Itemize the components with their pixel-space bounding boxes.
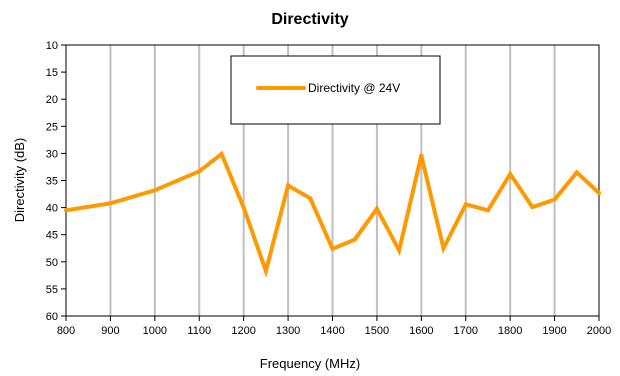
- y-tick-label-35: 35: [46, 176, 58, 188]
- data-point-1950: [574, 170, 579, 175]
- data-point-1900: [552, 197, 557, 202]
- data-point-1500: [374, 206, 379, 211]
- legend-label: Directivity @ 24V: [308, 81, 400, 95]
- x-tick-label-1600: 1600: [409, 325, 433, 337]
- y-tick-label-10: 10: [46, 40, 58, 52]
- data-point-1000: [152, 188, 157, 193]
- x-tick-label-2000: 2000: [587, 325, 611, 337]
- x-tick-label-900: 900: [101, 325, 119, 337]
- axis-ticks: 800 900 1000 1100 1200 1300 1400 1500 1600 1700 18…: [46, 40, 611, 337]
- y-tick-label-40: 40: [46, 203, 58, 215]
- y-tick-label-60: 60: [46, 311, 58, 323]
- data-point-1650: [441, 246, 446, 251]
- data-point-1850: [530, 205, 535, 210]
- data-point-1400: [330, 246, 335, 251]
- data-point-1350: [308, 196, 313, 201]
- x-tick-label-1000: 1000: [143, 325, 167, 337]
- data-point-1750: [485, 208, 490, 213]
- y-tick-label-45: 45: [46, 230, 58, 242]
- x-tick-label-1300: 1300: [276, 325, 300, 337]
- data-point-1300: [286, 183, 291, 188]
- data-point-900: [108, 201, 113, 206]
- x-tick-label-1200: 1200: [231, 325, 255, 337]
- chart-title: Directivity: [271, 11, 348, 28]
- y-tick-label-15: 15: [46, 67, 58, 79]
- legend: Directivity @ 24V: [230, 55, 441, 125]
- data-point-2000: [597, 190, 601, 195]
- data-point-800: [64, 208, 68, 213]
- data-point-1450: [352, 237, 357, 242]
- x-tick-label-1400: 1400: [320, 325, 344, 337]
- y-tick-label-20: 20: [46, 94, 58, 106]
- data-point-1250: [263, 269, 268, 274]
- data-point-1550: [397, 248, 402, 253]
- y-tick-label-50: 50: [46, 257, 58, 269]
- data-point-1700: [463, 202, 468, 207]
- data-point-1100: [197, 169, 202, 174]
- y-tick-label-25: 25: [46, 121, 58, 133]
- y-tick-label-55: 55: [46, 284, 58, 296]
- x-tick-label-1500: 1500: [365, 325, 389, 337]
- y-axis-title: Directivity (dB): [12, 138, 27, 223]
- x-tick-label-1900: 1900: [542, 325, 566, 337]
- data-point-1200: [241, 205, 246, 210]
- x-axis-title: Frequency (MHz): [260, 356, 360, 371]
- x-tick-label-1800: 1800: [498, 325, 522, 337]
- data-point-1150: [219, 151, 224, 156]
- x-tick-label-1700: 1700: [454, 325, 478, 337]
- series-layer: [64, 150, 601, 278]
- y-tick-label-30: 30: [46, 148, 58, 160]
- x-tick-label-800: 800: [57, 325, 75, 337]
- series-line-0: [65, 150, 601, 278]
- x-tick-label-1100: 1100: [187, 325, 211, 337]
- data-point-1800: [508, 171, 513, 176]
- data-point-1600: [419, 153, 424, 158]
